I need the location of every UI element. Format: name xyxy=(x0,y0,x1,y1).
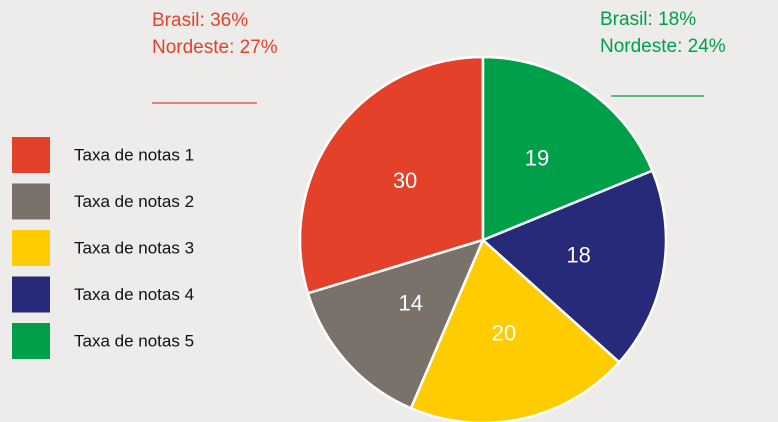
legend-label: Taxa de notas 1 xyxy=(74,145,194,164)
legend-swatch xyxy=(12,323,50,359)
pie-slice xyxy=(481,55,654,242)
pie-slice xyxy=(298,55,485,295)
legend-swatch xyxy=(12,137,50,173)
legend-swatch xyxy=(12,230,50,266)
legend-label: Taxa de notas 2 xyxy=(74,192,194,211)
data-label: 19 xyxy=(525,145,549,170)
annotation: Nordeste: 24% xyxy=(600,36,726,57)
legend-swatch xyxy=(12,183,50,220)
pie-slice xyxy=(480,168,668,364)
legend-label: Taxa de notas 4 xyxy=(74,285,194,304)
pie-slice xyxy=(409,237,622,422)
pie-slice xyxy=(306,238,486,410)
data-label: 30 xyxy=(393,168,417,193)
legend-swatch xyxy=(12,276,50,313)
annotation: Brasil: 18% xyxy=(600,9,696,30)
data-label: 20 xyxy=(492,321,516,346)
data-label: 14 xyxy=(399,291,423,316)
legend-label: Taxa de notas 3 xyxy=(74,238,194,257)
annotation: Brasil: 36% xyxy=(152,10,248,31)
legend-label: Taxa de notas 5 xyxy=(74,331,194,350)
annotation: Nordeste: 27% xyxy=(152,37,278,58)
data-label: 18 xyxy=(566,242,590,267)
